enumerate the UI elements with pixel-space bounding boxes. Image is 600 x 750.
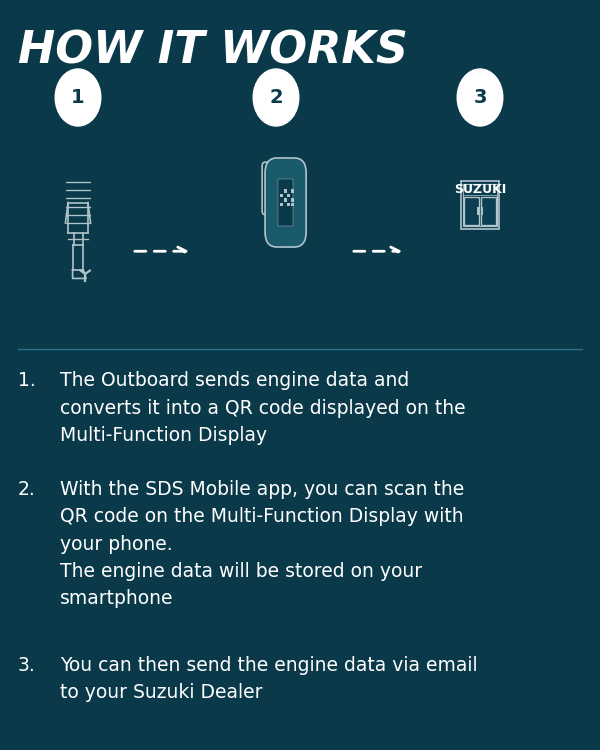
FancyBboxPatch shape [291, 202, 294, 206]
Text: 3.: 3. [18, 656, 36, 675]
FancyBboxPatch shape [287, 194, 290, 197]
Text: 1.: 1. [18, 371, 36, 390]
FancyBboxPatch shape [291, 198, 294, 202]
Circle shape [55, 69, 101, 126]
Circle shape [277, 201, 278, 203]
Circle shape [272, 201, 274, 203]
FancyBboxPatch shape [461, 182, 499, 230]
Text: HOW IT WORKS: HOW IT WORKS [18, 30, 408, 73]
FancyBboxPatch shape [464, 196, 479, 225]
Circle shape [284, 195, 287, 197]
FancyBboxPatch shape [284, 198, 287, 202]
FancyBboxPatch shape [278, 178, 293, 226]
Text: SUZUKI: SUZUKI [268, 169, 287, 173]
Text: You can then send the engine data via email
to your Suzuki Dealer: You can then send the engine data via em… [60, 656, 478, 703]
FancyBboxPatch shape [284, 189, 287, 193]
Text: 2: 2 [269, 88, 283, 107]
Circle shape [268, 176, 271, 178]
Text: With the SDS Mobile app, you can scan the
QR code on the Multi-Function Display : With the SDS Mobile app, you can scan th… [60, 480, 464, 608]
FancyBboxPatch shape [287, 202, 290, 206]
Text: The Outboard sends engine data and
converts it into a QR code displayed on the
M: The Outboard sends engine data and conve… [60, 371, 466, 445]
Text: 1: 1 [71, 88, 85, 107]
FancyBboxPatch shape [463, 184, 497, 196]
Circle shape [277, 182, 278, 185]
Circle shape [277, 195, 278, 197]
FancyBboxPatch shape [265, 158, 306, 247]
FancyBboxPatch shape [280, 194, 283, 197]
FancyBboxPatch shape [262, 162, 293, 214]
FancyBboxPatch shape [481, 196, 496, 225]
Circle shape [281, 201, 283, 203]
Circle shape [281, 182, 283, 185]
FancyBboxPatch shape [280, 202, 283, 206]
Circle shape [253, 69, 299, 126]
Circle shape [457, 69, 503, 126]
Polygon shape [272, 194, 291, 228]
Text: 3: 3 [473, 88, 487, 107]
FancyBboxPatch shape [291, 189, 294, 193]
Circle shape [277, 188, 278, 191]
Text: SUZUKI: SUZUKI [454, 183, 506, 196]
Text: 2.: 2. [18, 480, 36, 499]
Circle shape [281, 195, 283, 197]
Circle shape [272, 188, 274, 191]
Circle shape [284, 176, 287, 178]
FancyBboxPatch shape [268, 175, 287, 206]
